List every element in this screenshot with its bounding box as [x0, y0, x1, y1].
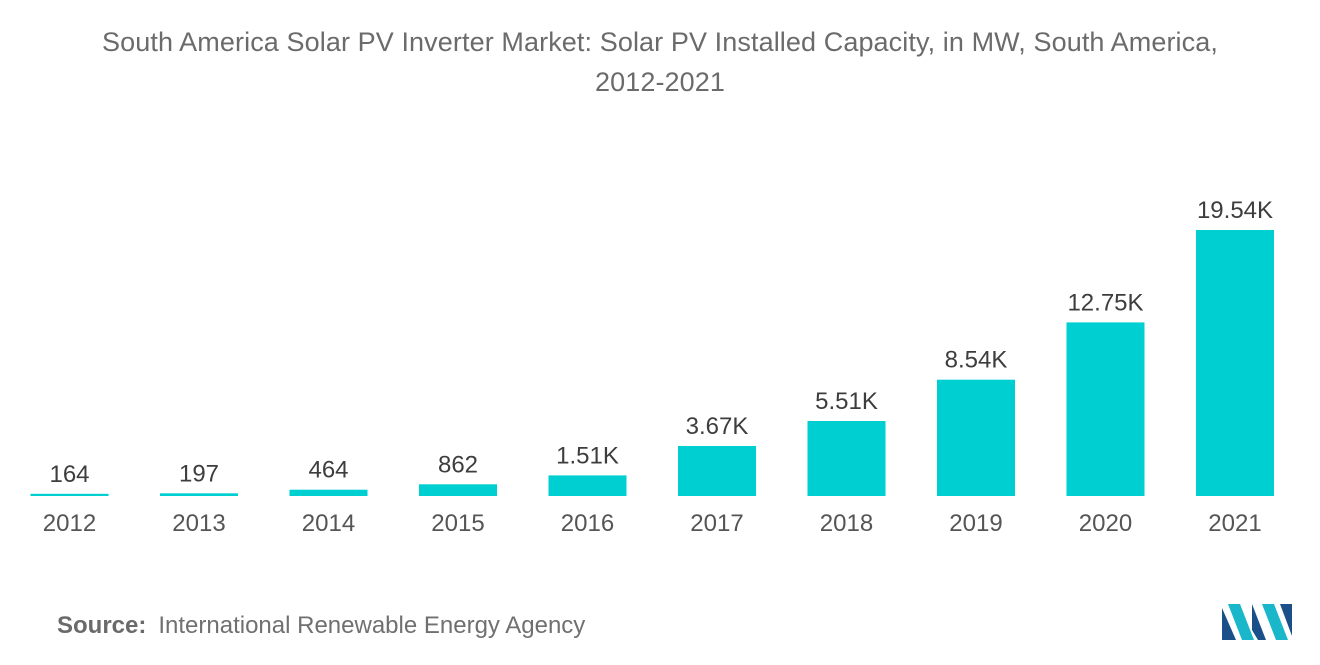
source-note: Source: International Renewable Energy Ag… — [57, 612, 585, 640]
source-text: International Renewable Energy Agency — [158, 612, 586, 639]
bar-2015 — [419, 484, 497, 496]
chart-title-line1: South America Solar PV Inverter Market: … — [102, 27, 1218, 57]
bar-2018 — [807, 421, 886, 496]
x-axis-tick-labels: 2012 2013 2014 2015 2016 2017 2018 2019 2020 2021 — [43, 510, 1262, 537]
bar-2016 — [548, 475, 627, 496]
mordor-intelligence-logo-icon — [1222, 604, 1292, 640]
x-tick-label-2019: 2019 — [949, 510, 1002, 537]
bar-value-label-2013: 197 — [179, 460, 219, 487]
source-label: Source: — [57, 612, 147, 639]
bar-labels-group: 164 197 464 862 1.51K 3.67K 5.51K 8.54K 12.75K 19… — [49, 197, 1273, 488]
x-tick-label-2014: 2014 — [302, 510, 355, 537]
x-tick-label-2013: 2013 — [172, 510, 225, 537]
x-tick-label-2018: 2018 — [820, 510, 873, 537]
x-tick-label-2020: 2020 — [1079, 510, 1132, 537]
x-tick-label-2016: 2016 — [561, 510, 614, 537]
chart-title-line2: 2012-2021 — [594, 67, 726, 97]
bar-value-label-2016: 1.51K — [556, 442, 619, 469]
bar-value-label-2012: 164 — [49, 461, 89, 488]
x-tick-label-2021: 2021 — [1208, 510, 1261, 537]
bar-2013 — [160, 493, 238, 496]
bar-value-label-2021: 19.54K — [1197, 197, 1273, 224]
bar-2014 — [289, 489, 368, 496]
bar-2012 — [30, 493, 109, 496]
bars-group — [30, 230, 1274, 496]
x-tick-label-2015: 2015 — [431, 510, 484, 537]
bar-value-label-2015: 862 — [438, 451, 478, 478]
bar-value-label-2014: 464 — [308, 457, 348, 484]
x-tick-label-2012: 2012 — [43, 510, 96, 537]
bar-value-label-2020: 12.75K — [1067, 289, 1143, 316]
x-tick-label-2017: 2017 — [690, 510, 743, 537]
bar-value-label-2018: 5.51K — [815, 388, 878, 415]
bar-2021 — [1196, 230, 1274, 496]
bar-2020 — [1066, 322, 1145, 496]
bar-2019 — [937, 379, 1015, 496]
bar-value-label-2019: 8.54K — [945, 347, 1008, 374]
bar-value-label-2017: 3.67K — [686, 413, 749, 440]
chart-title: South America Solar PV Inverter Market: … — [0, 22, 1320, 102]
bar-2017 — [678, 446, 756, 496]
